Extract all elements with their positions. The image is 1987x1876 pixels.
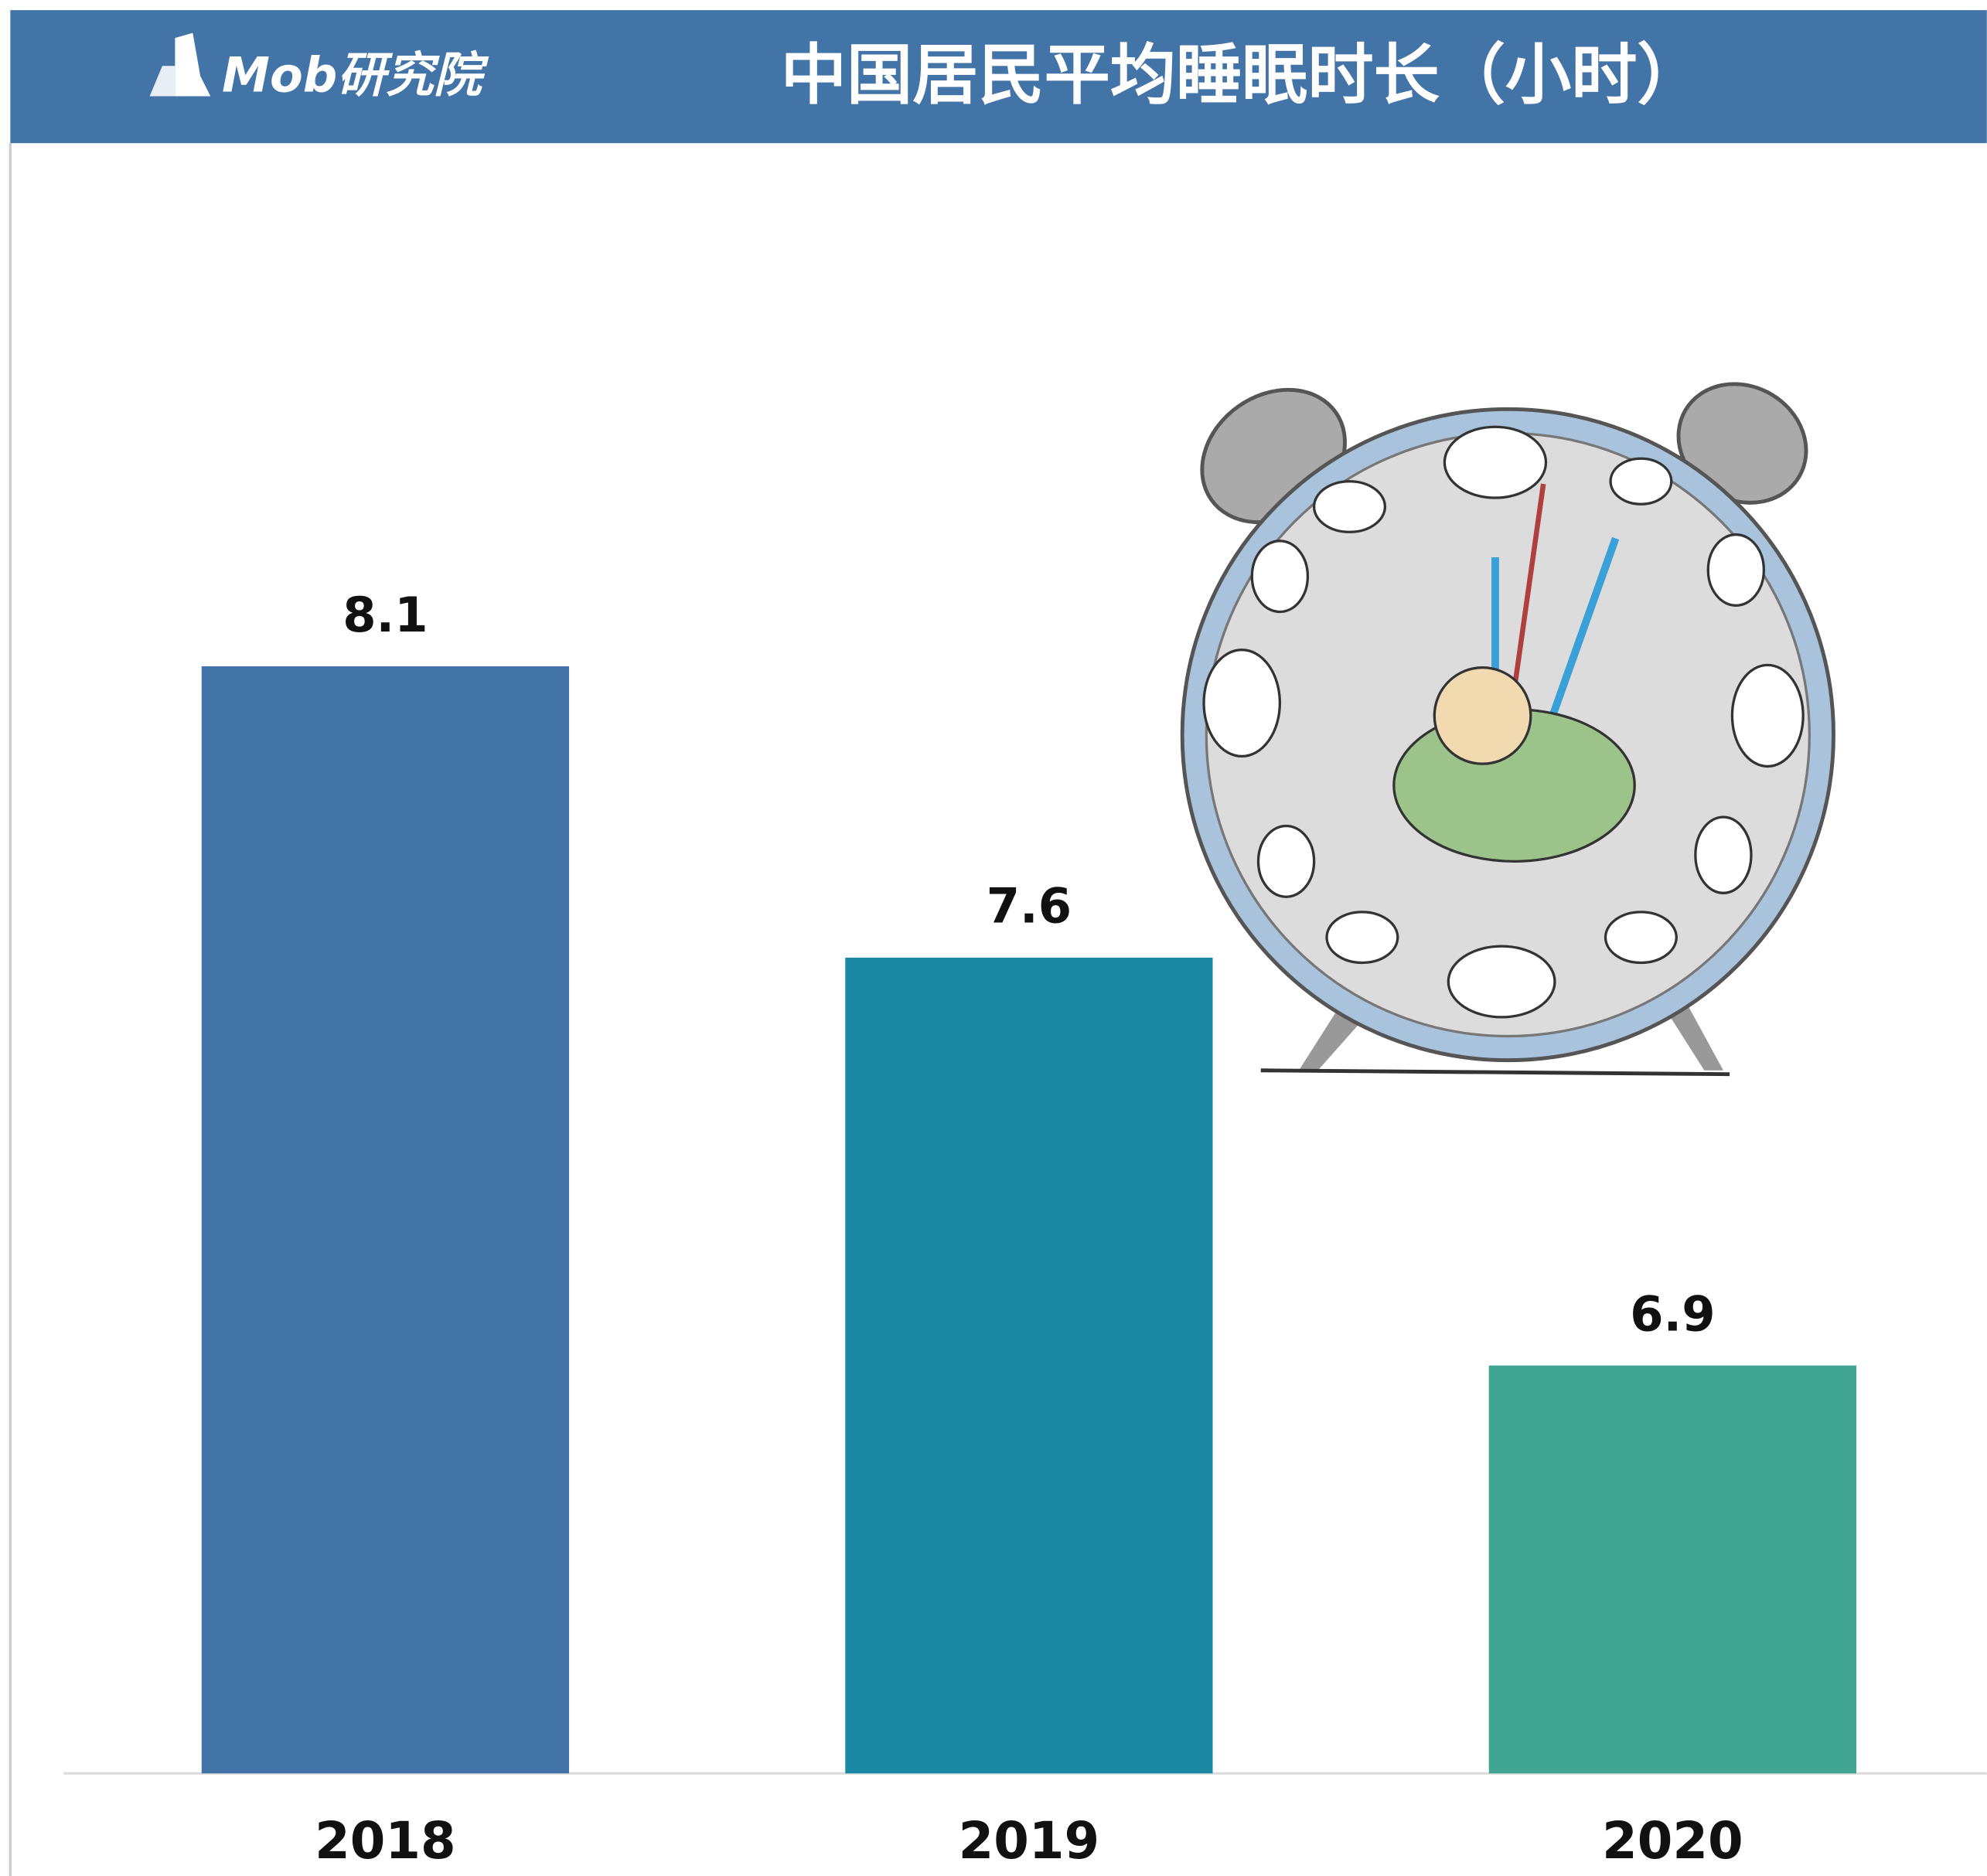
value-label: 6.9 <box>1630 1285 1715 1342</box>
value-label: 8.1 <box>343 587 428 643</box>
logo-icon <box>149 32 211 97</box>
chart-title: 中国居民平均睡眠时长（小时） <box>781 38 1703 114</box>
bar <box>845 957 1213 1774</box>
logo-text: Mob研究院 <box>222 47 489 104</box>
header-band <box>10 10 1987 144</box>
bar <box>201 666 570 1774</box>
bar <box>1488 1365 1856 1774</box>
clock-illustration <box>1180 382 1835 1077</box>
x-tick-label: 2020 <box>1602 1812 1743 1871</box>
x-tick-label: 2019 <box>959 1812 1099 1871</box>
x-tick-label: 2018 <box>315 1812 455 1871</box>
value-label: 7.6 <box>987 878 1072 935</box>
